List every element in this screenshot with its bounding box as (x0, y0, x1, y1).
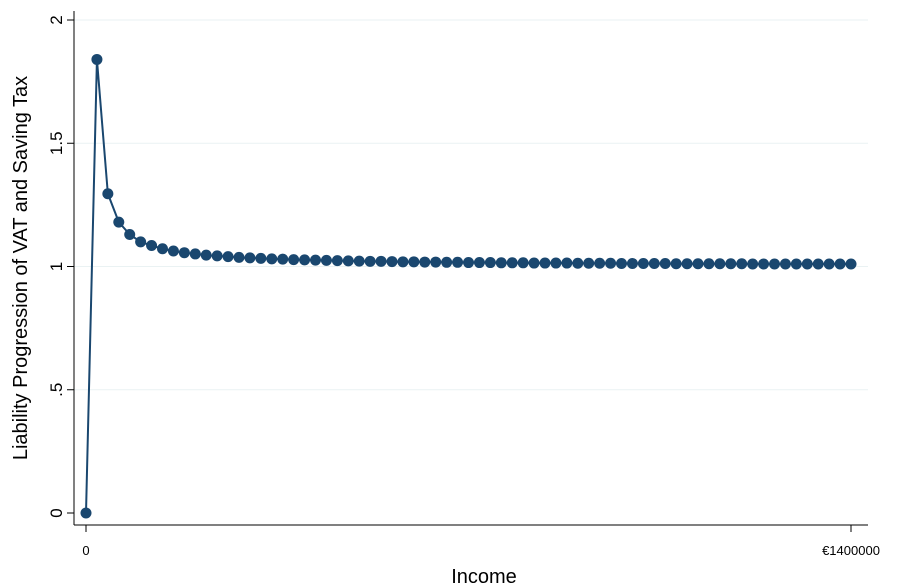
data-point (178, 247, 190, 259)
data-point (670, 258, 682, 270)
data-point (834, 258, 846, 270)
data-point (353, 255, 365, 267)
series (80, 53, 857, 519)
data-point (386, 256, 398, 268)
data-point (397, 256, 409, 268)
data-point (790, 258, 802, 270)
y-tick-label: 2 (47, 15, 66, 24)
data-point (637, 258, 649, 270)
data-point (594, 257, 606, 269)
axes: 0 .5 1 1.5 2 0 €1400000 (47, 11, 880, 558)
data-point (222, 251, 234, 263)
data-point (102, 188, 114, 200)
data-point (266, 253, 278, 265)
data-point (605, 257, 617, 269)
data-point (124, 228, 136, 240)
data-point (135, 236, 147, 248)
data-point (200, 249, 212, 261)
data-point (517, 257, 529, 269)
y-tick-label: 1.5 (47, 131, 66, 155)
data-point (441, 256, 453, 268)
data-point (310, 254, 321, 266)
data-point (758, 258, 770, 270)
data-point (189, 248, 201, 260)
data-point (375, 255, 387, 267)
data-point (80, 507, 92, 519)
x-axis-label: Income (451, 566, 517, 587)
x-tick-label: €1400000 (822, 543, 880, 558)
data-point (419, 256, 431, 268)
data-point (528, 257, 540, 269)
data-point (572, 257, 584, 269)
data-point (299, 254, 311, 266)
data-point (845, 258, 857, 270)
data-point (146, 240, 158, 252)
data-point (233, 251, 245, 263)
data-point (157, 243, 168, 255)
data-point (812, 258, 824, 270)
y-tick-label: .5 (47, 383, 66, 397)
data-point (714, 258, 726, 270)
data-point (561, 257, 573, 269)
data-point (769, 258, 780, 270)
data-point (167, 245, 179, 257)
data-point (320, 254, 332, 266)
data-point (364, 255, 376, 267)
data-point (113, 216, 125, 228)
data-point (211, 250, 223, 262)
data-point (736, 258, 748, 270)
y-axis-label: Liability Progression of VAT and Saving … (10, 76, 32, 460)
data-point (506, 257, 518, 269)
data-point (277, 253, 289, 265)
data-point (463, 257, 474, 269)
data-point (692, 258, 704, 270)
data-point (725, 258, 737, 270)
data-point (779, 258, 791, 270)
data-point (288, 254, 300, 266)
data-point (408, 256, 420, 268)
grid-lines (74, 19, 868, 391)
data-point (616, 258, 627, 270)
data-point (626, 258, 638, 270)
data-point (342, 255, 354, 267)
data-point (484, 257, 496, 269)
data-point (331, 255, 343, 267)
data-point (430, 256, 442, 268)
y-tick-label: 0 (47, 508, 66, 517)
data-point (91, 53, 103, 65)
data-point (659, 258, 671, 270)
data-point (648, 258, 660, 270)
data-point (452, 256, 464, 268)
data-point (801, 258, 813, 270)
data-point (550, 257, 562, 269)
x-tick-label: 0 (82, 543, 89, 558)
data-point (244, 252, 256, 264)
data-point (473, 257, 485, 269)
data-point (255, 252, 267, 264)
data-point (583, 257, 595, 269)
y-tick-label: 1 (47, 262, 66, 271)
data-point (539, 257, 551, 269)
data-point (823, 258, 835, 270)
data-point (703, 258, 715, 270)
series-line (85, 59, 851, 514)
data-point (681, 258, 693, 270)
data-point (495, 257, 507, 269)
data-point (747, 258, 759, 270)
